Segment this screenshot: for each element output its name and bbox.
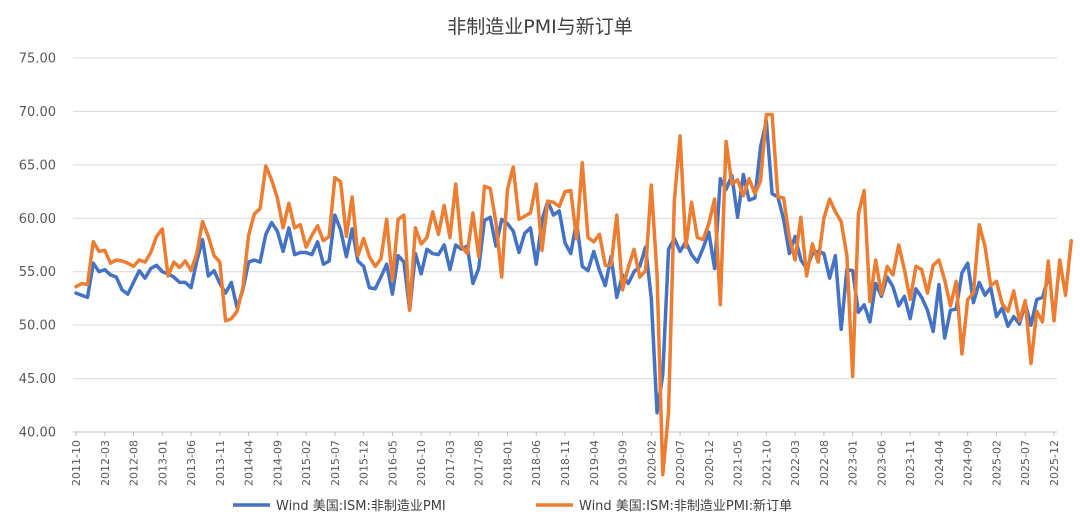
y-tick-label-0: 40.00 <box>19 426 56 441</box>
x-tick-label-19: 2019-09 <box>617 440 630 486</box>
x-tick-label-21: 2020-07 <box>674 440 687 486</box>
x-tick-label-28: 2023-06 <box>875 440 888 486</box>
x-tick-label-8: 2015-02 <box>300 440 313 486</box>
series-lines <box>74 112 1074 477</box>
x-tick-label-1: 2012-03 <box>99 440 112 486</box>
x-tick-label-29: 2023-11 <box>904 440 917 486</box>
x-tick-label-25: 2022-03 <box>789 440 802 486</box>
x-tick-label-31: 2024-09 <box>962 440 975 486</box>
x-tick-label-17: 2018-11 <box>559 440 572 486</box>
x-tick-label-3: 2013-01 <box>156 440 169 486</box>
y-tick-label-2: 50.00 <box>19 319 56 334</box>
y-tick-label-5: 65.00 <box>19 158 56 173</box>
x-tick-label-20: 2020-02 <box>645 440 658 486</box>
x-tick-label-18: 2019-04 <box>588 440 601 486</box>
legend: Wind 美国:ISM:非制造业PMI Wind 美国:ISM:非制造业PMI:… <box>233 498 792 514</box>
x-tick-label-12: 2016-10 <box>415 440 428 486</box>
x-tick-label-33: 2025-07 <box>1019 440 1032 486</box>
legend-label-new-orders: Wind 美国:ISM:非制造业PMI:新订单 <box>579 498 792 514</box>
y-tick-label-3: 55.00 <box>19 265 56 280</box>
y-tick-label-4: 60.00 <box>19 212 56 227</box>
y-axis: 40.00 45.00 50.00 55.00 60.00 65.00 70.00 75.00 <box>19 52 56 441</box>
x-tick-label-5: 2013-11 <box>214 440 227 486</box>
x-tick-label-16: 2018-06 <box>530 440 543 486</box>
x-tick-label-10: 2015-12 <box>358 440 371 486</box>
x-tick-label-30: 2024-04 <box>933 440 946 486</box>
y-tick-label-7: 75.00 <box>19 52 56 67</box>
x-tick-label-22: 2020-12 <box>703 440 716 486</box>
x-tick-label-23: 2021-05 <box>732 440 745 486</box>
x-tick-label-6: 2014-04 <box>243 440 256 486</box>
y-tick-label-6: 70.00 <box>19 105 56 120</box>
series-line-1 <box>74 112 1074 477</box>
x-tick-label-9: 2015-07 <box>329 440 342 486</box>
x-tick-label-34: 2025-12 <box>1048 440 1061 486</box>
x-tick-label-0: 2011-10 <box>70 440 83 486</box>
x-axis: 2011-10 2012-03 2012-08 2013-01 2013-06 2013-… <box>70 431 1061 486</box>
x-tick-label-27: 2023-01 <box>847 440 860 486</box>
x-tick-label-14: 2017-08 <box>473 440 486 486</box>
x-tick-label-4: 2013-06 <box>185 440 198 486</box>
x-tick-label-2: 2012-08 <box>128 440 141 486</box>
x-tick-label-24: 2021-10 <box>760 440 773 486</box>
x-tick-label-11: 2016-05 <box>386 440 399 486</box>
x-tick-label-7: 2014-09 <box>271 440 284 486</box>
x-tick-label-15: 2018-01 <box>501 440 514 486</box>
x-tick-label-13: 2017-03 <box>444 440 457 486</box>
y-tick-label-1: 45.00 <box>19 372 56 387</box>
legend-label-pmi: Wind 美国:ISM:非制造业PMI <box>276 499 446 514</box>
x-tick-label-32: 2025-02 <box>990 440 1003 486</box>
x-tick-label-26: 2022-08 <box>818 440 831 486</box>
chart-title: 非制造业PMI与新订单 <box>447 16 632 38</box>
